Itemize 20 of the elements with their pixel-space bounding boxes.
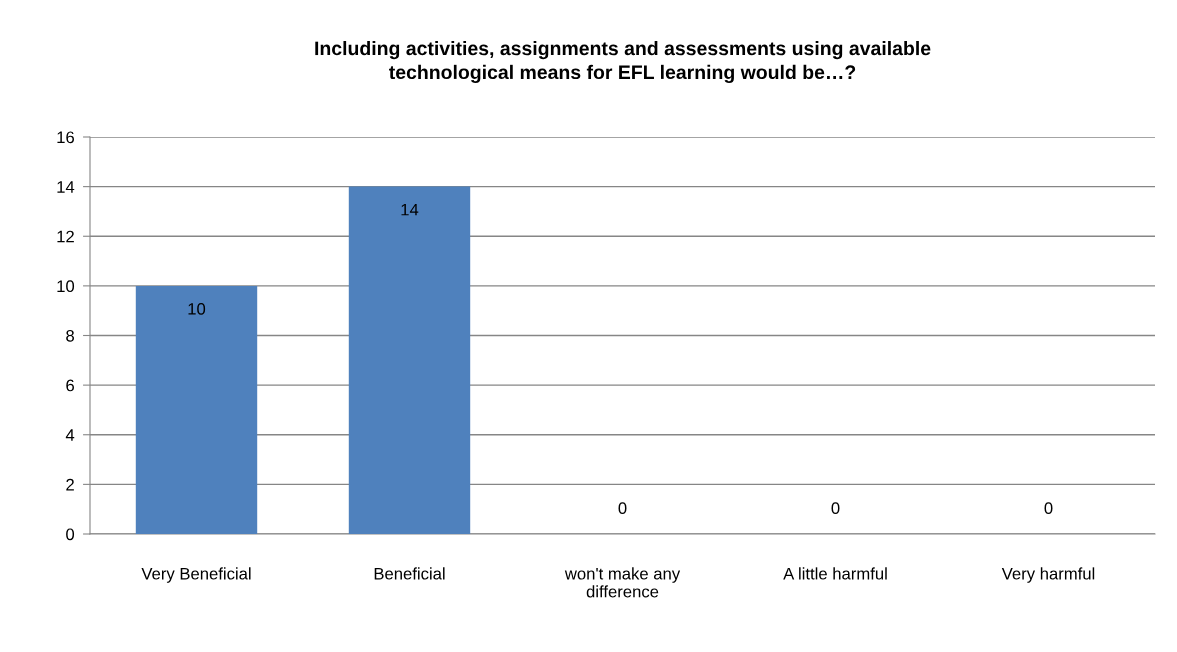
x-tick-label: Very Beneficial	[141, 567, 251, 583]
data-label: 14	[401, 203, 419, 216]
y-tick-label: 2	[66, 478, 74, 491]
y-tick-label: 6	[66, 379, 74, 392]
y-tick-label: 0	[66, 528, 75, 541]
x-tick-label: A little harmful	[783, 567, 887, 580]
data-label: 10	[188, 302, 206, 315]
x-tick-label: Beneficial	[374, 567, 445, 580]
data-label: 0	[1044, 502, 1053, 515]
y-tick-label: 14	[57, 181, 75, 193]
chart-title: Including activities, assignments and assessments using available technological means for EFL learning would be…?	[315, 40, 931, 84]
y-tick-label: 8	[66, 329, 74, 342]
y-tick-label: 16	[57, 131, 74, 144]
y-tick-label: 12	[57, 230, 74, 243]
x-tick-label: Very harmful	[1001, 567, 1095, 583]
y-tick-label: 4	[65, 429, 75, 441]
x-tick-label: won't make any difference	[564, 567, 681, 598]
data-label: 0	[618, 502, 627, 515]
y-tick-label: 10	[57, 280, 75, 293]
data-label: 0	[831, 502, 840, 515]
